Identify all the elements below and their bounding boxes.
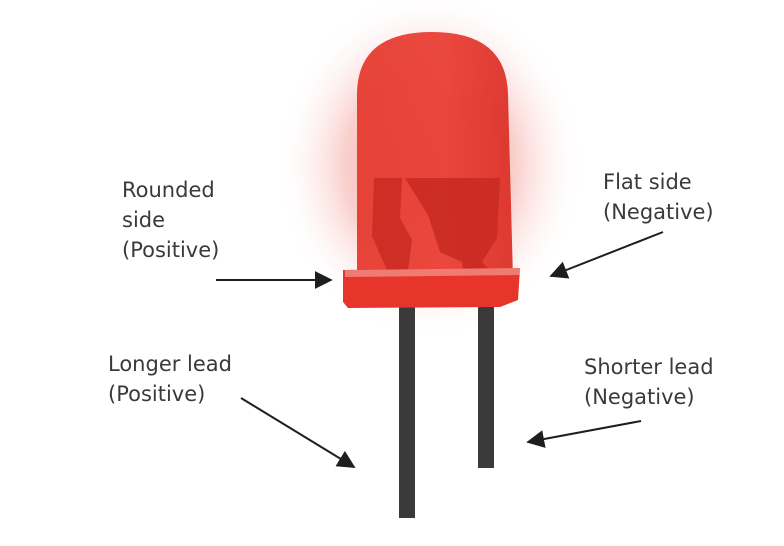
flange-highlight [345, 268, 520, 277]
label-rounded-side-line1: Rounded [122, 178, 215, 202]
label-flat-side-line2: (Negative) [603, 200, 714, 224]
label-rounded-side-line3: (Positive) [122, 238, 220, 262]
label-shorter-lead-line1: Shorter lead [584, 355, 714, 379]
label-flat-side-line1: Flat side [603, 170, 692, 194]
arrow-flat-side [549, 231, 664, 279]
label-flat-side: Flat side (Negative) [603, 167, 714, 227]
arrow-longer-lead [240, 397, 356, 468]
shorter-lead [478, 305, 494, 468]
arrow-shorter-lead [526, 420, 642, 448]
label-rounded-side-line2: side [122, 208, 166, 232]
label-shorter-lead: Shorter lead (Negative) [584, 352, 714, 412]
label-shorter-lead-line2: (Negative) [584, 385, 695, 409]
label-longer-lead: Longer lead (Positive) [108, 349, 232, 409]
longer-lead [399, 305, 415, 518]
led-flange [343, 268, 520, 308]
label-longer-lead-line2: (Positive) [108, 382, 206, 406]
label-longer-lead-line1: Longer lead [108, 352, 233, 376]
label-rounded-side: Rounded side (Positive) [122, 175, 219, 265]
